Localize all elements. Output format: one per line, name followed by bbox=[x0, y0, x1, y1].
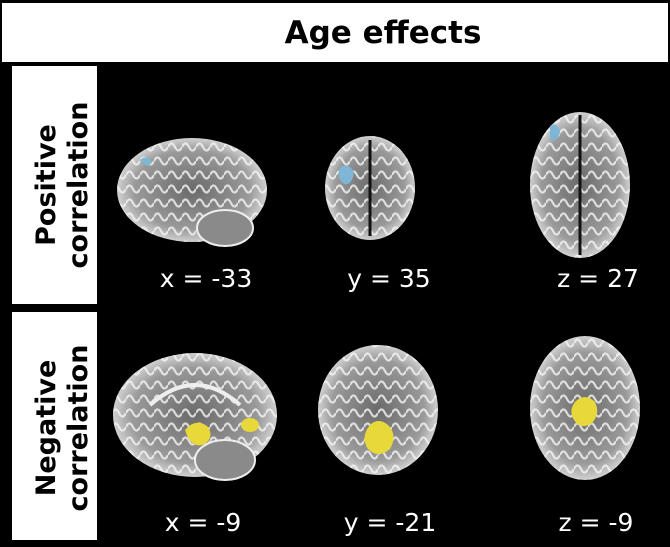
row-label: correlation bbox=[63, 345, 94, 512]
brain-slice bbox=[325, 136, 415, 240]
brain-slice bbox=[318, 345, 438, 475]
slice-coordinate: x = -9 bbox=[165, 508, 242, 537]
figure: Age effects Positive correlation Negativ… bbox=[0, 0, 670, 547]
border bbox=[0, 540, 670, 547]
slice-coordinate: y = -21 bbox=[344, 508, 436, 537]
row-label: Positive bbox=[31, 124, 62, 246]
slice-coordinate: y = 35 bbox=[347, 264, 430, 293]
row-label: correlation bbox=[63, 102, 94, 269]
slice-coordinate: x = -33 bbox=[160, 264, 252, 293]
slice-coordinate: z = 27 bbox=[557, 264, 639, 293]
brain-slice bbox=[530, 112, 630, 258]
title: Age effects bbox=[285, 15, 482, 51]
row-label: Negative bbox=[31, 360, 62, 497]
border bbox=[0, 0, 670, 3]
brain-slice bbox=[530, 336, 640, 480]
slice-coordinate: z = -9 bbox=[559, 508, 634, 537]
border bbox=[0, 64, 12, 547]
divider bbox=[0, 304, 97, 312]
